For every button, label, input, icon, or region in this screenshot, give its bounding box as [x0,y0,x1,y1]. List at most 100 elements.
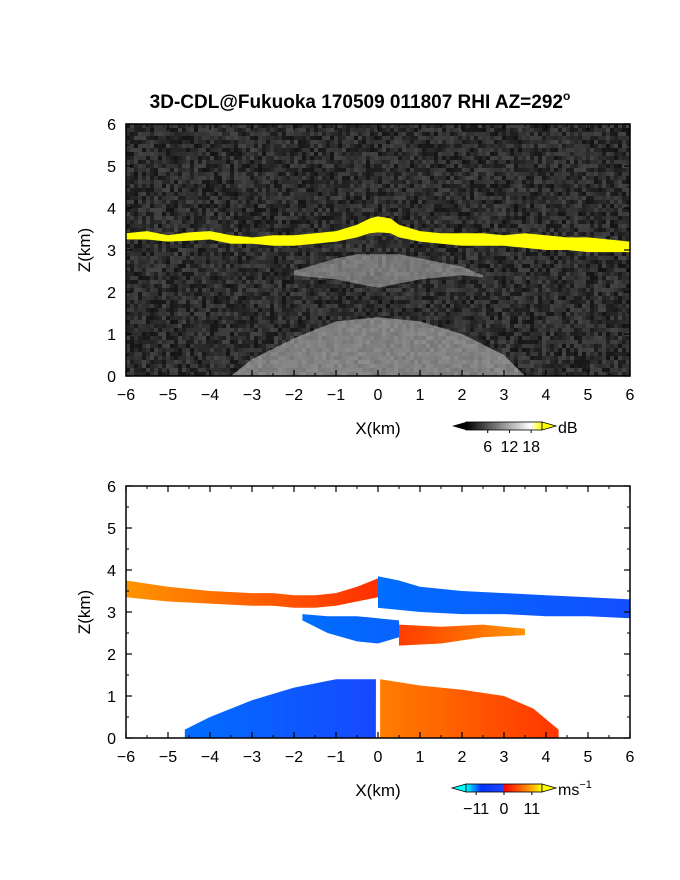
noise-cell [454,160,458,164]
noise-cell [222,180,226,184]
noise-cell [170,128,174,132]
noise-cell [186,228,190,232]
noise-cell [486,208,490,212]
noise-cell [314,220,318,224]
noise-cell [374,140,378,144]
noise-cell [342,212,346,216]
noise-cell [258,140,262,144]
noise-cell [582,176,586,180]
noise-cell [446,128,450,132]
noise-cell [578,228,582,232]
noise-cell [214,192,218,196]
noise-cell [250,188,254,192]
noise-cell [606,236,610,240]
noise-cell [410,136,414,140]
noise-cell [578,188,582,192]
noise-cell [158,260,162,264]
noise-cell [606,268,610,272]
noise-cell [366,196,370,200]
noise-cell [438,136,442,140]
noise-cell [162,268,166,272]
noise-cell [622,232,626,236]
noise-cell [134,164,138,168]
noise-cell [350,136,354,140]
noise-cell [186,176,190,180]
noise-cell [162,184,166,188]
noise-cell [366,160,370,164]
noise-cell [290,252,294,256]
noise-cell [246,136,250,140]
noise-cell [298,192,302,196]
noise-cell [298,168,302,172]
noise-cell [274,144,278,148]
noise-cell [234,176,238,180]
noise-cell [566,164,570,168]
noise-cell [318,160,322,164]
noise-cell [254,148,258,152]
noise-cell [450,220,454,224]
noise-cell [458,172,462,176]
noise-cell [374,196,378,200]
noise-cell [242,188,246,192]
noise-cell [566,232,570,236]
noise-cell [410,144,414,148]
noise-cell [482,176,486,180]
noise-cell [182,180,186,184]
noise-cell [594,144,598,148]
noise-cell [318,180,322,184]
noise-cell [294,156,298,160]
noise-cell [546,144,550,148]
noise-cell [626,268,630,272]
noise-cell [398,216,402,220]
noise-cell [166,200,170,204]
noise-cell [578,124,582,128]
noise-cell [314,132,318,136]
noise-cell [294,256,298,260]
noise-cell [618,152,622,156]
noise-cell [486,188,490,192]
noise-cell [582,160,586,164]
noise-cell [246,212,250,216]
noise-cell [402,172,406,176]
noise-cell [558,172,562,176]
noise-cell [334,256,338,260]
noise-cell [282,192,286,196]
noise-cell [310,192,314,196]
noise-cell [402,176,406,180]
noise-cell [206,196,210,200]
noise-cell [550,220,554,224]
noise-cell [306,124,310,128]
noise-cell [458,256,462,260]
noise-cell [154,156,158,160]
noise-cell [306,228,310,232]
noise-cell [582,184,586,188]
noise-cell [430,244,434,248]
noise-cell [546,252,550,256]
noise-cell [570,208,574,212]
noise-cell [410,280,414,284]
noise-cell [282,280,286,284]
noise-cell [390,196,394,200]
noise-cell [374,252,378,256]
noise-cell [598,168,602,172]
noise-cell [482,168,486,172]
noise-cell [510,256,514,260]
noise-cell [502,148,506,152]
noise-cell [614,176,618,180]
noise-cell [510,140,514,144]
noise-cell [406,208,410,212]
noise-cell [510,252,514,256]
noise-cell [510,220,514,224]
noise-cell [598,260,602,264]
noise-cell [182,160,186,164]
noise-cell [418,168,422,172]
noise-cell [594,180,598,184]
noise-cell [598,132,602,136]
noise-cell [226,192,230,196]
noise-cell [446,212,450,216]
noise-cell [550,176,554,180]
noise-cell [454,252,458,256]
noise-cell [322,156,326,160]
noise-cell [402,196,406,200]
noise-cell [502,156,506,160]
